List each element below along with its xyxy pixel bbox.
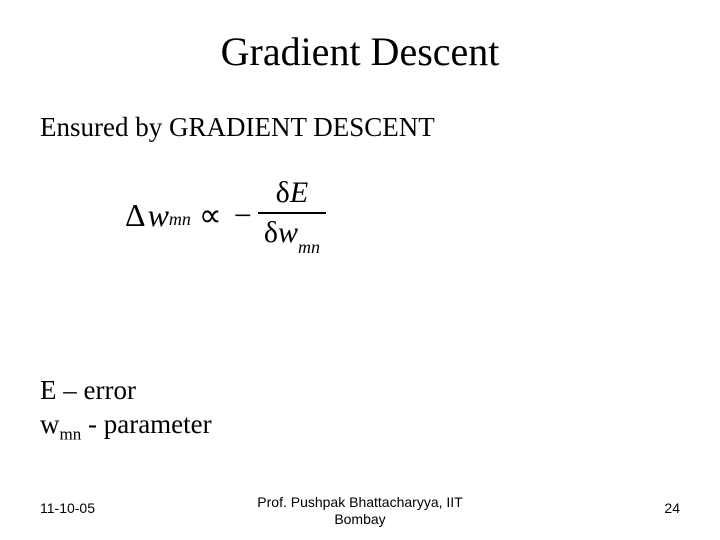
footer-page-number: 24	[664, 500, 680, 516]
slide: Gradient Descent Ensured by GRADIENT DES…	[0, 0, 720, 540]
slide-subtitle: Ensured by GRADIENT DESCENT	[40, 112, 435, 143]
delta-symbol: Δ	[125, 197, 146, 234]
definition-error: E – error	[40, 374, 212, 408]
gradient-equation: Δwmn ∝ − δE δwmn	[125, 178, 445, 252]
slide-title: Gradient Descent	[0, 28, 720, 75]
footer-line2: Bombay	[0, 511, 720, 528]
numerator: δE	[262, 178, 322, 212]
partial-num: δ	[276, 176, 290, 209]
def-post: - parameter	[81, 409, 211, 439]
num-variable: E	[290, 176, 308, 209]
den-subscript: mn	[298, 237, 320, 257]
partial-den: δ	[264, 216, 278, 249]
definitions-block: E – error wmn - parameter	[40, 374, 212, 444]
lhs-variable: w	[148, 197, 169, 234]
minus-symbol: −	[234, 197, 252, 234]
proportional-symbol: ∝	[199, 196, 222, 234]
den-variable: w	[278, 216, 298, 249]
def-subscript: mn	[60, 424, 82, 443]
footer-line1: Prof. Pushpak Bhattacharyya, IIT	[0, 494, 720, 511]
footer-author: Prof. Pushpak Bhattacharyya, IIT Bombay	[0, 494, 720, 528]
definition-parameter: wmn - parameter	[40, 408, 212, 445]
lhs-subscript: mn	[169, 209, 191, 230]
fraction: δE δwmn	[258, 178, 326, 252]
equation-row: Δwmn ∝ − δE δwmn	[125, 178, 445, 252]
def-var: w	[40, 409, 60, 439]
denominator: δwmn	[258, 214, 326, 252]
